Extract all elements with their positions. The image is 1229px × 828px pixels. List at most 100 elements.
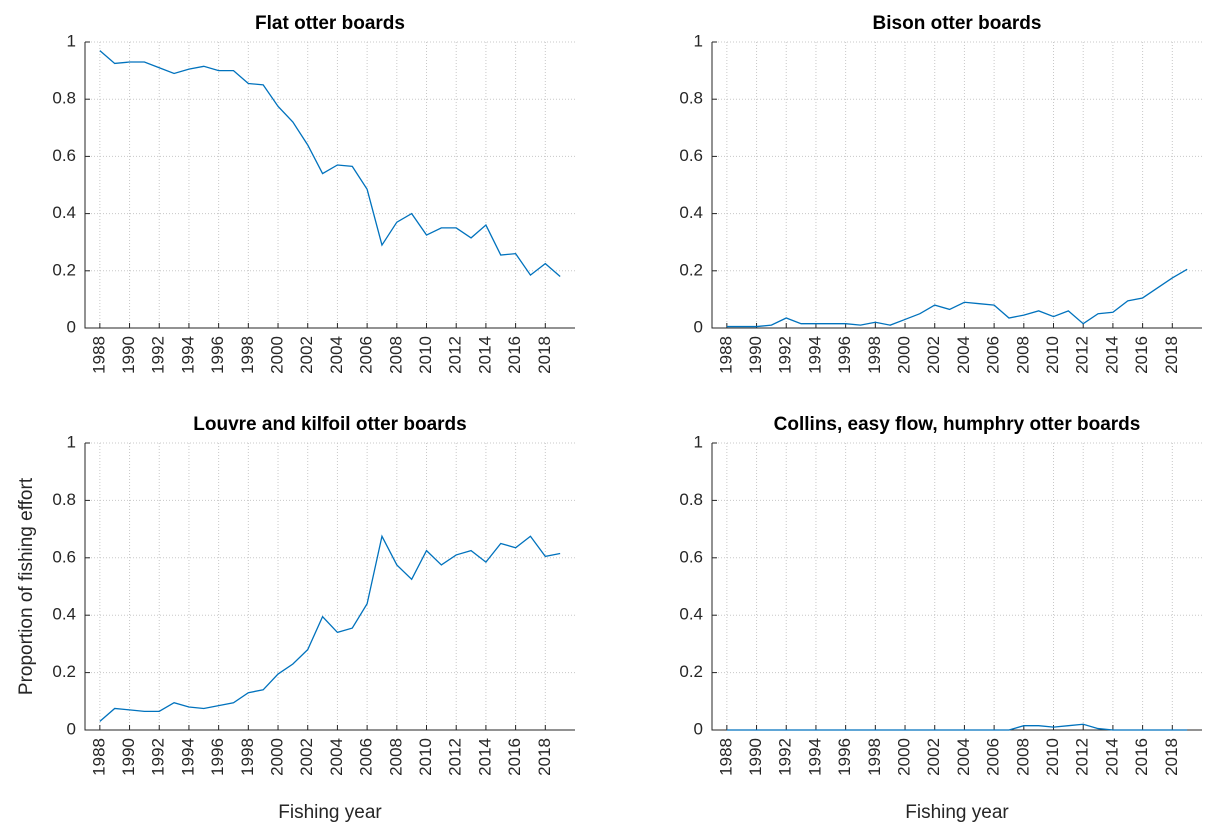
plot-area (85, 443, 575, 730)
plot-area (712, 42, 1202, 328)
y-axis-label: Proportion of fishing effort (16, 477, 37, 695)
x-tick-label: 2002 (924, 738, 943, 776)
x-tick-label: 2000 (895, 738, 914, 776)
x-tick-label: 2006 (357, 738, 376, 776)
axes (84, 42, 575, 329)
y-tick-label: 1 (67, 31, 76, 50)
x-tick-label: 1994 (805, 336, 824, 374)
x-tick-label: 2014 (475, 738, 494, 776)
y-tick-label: 0.8 (52, 89, 76, 108)
y-tick-label: 1 (694, 432, 703, 451)
y-tick-label: 1 (67, 432, 76, 451)
x-tick-label: 2012 (1073, 336, 1092, 374)
x-tick-label: 2004 (327, 738, 346, 776)
y-tick-label: 0.2 (52, 260, 76, 279)
chart-title: Bison otter boards (873, 13, 1042, 34)
x-tick-label: 2000 (268, 738, 287, 776)
x-tick-label: 1994 (805, 738, 824, 776)
axes (84, 443, 575, 731)
y-tick-label: 0.8 (52, 490, 76, 509)
chart-title: Flat otter boards (255, 13, 405, 34)
x-tick-label: 2016 (505, 336, 524, 374)
y-tick-label: 0.6 (52, 547, 76, 566)
x-tick-label: 2014 (1102, 336, 1121, 374)
x-tick-label: 2012 (446, 738, 465, 776)
x-tick-label: 1990 (119, 336, 138, 374)
chart-title: Collins, easy flow, humphry otter boards (774, 414, 1141, 435)
x-tick-label: 1996 (208, 336, 227, 374)
x-tick-label: 2016 (505, 738, 524, 776)
y-tick-label: 0.8 (679, 89, 703, 108)
data-line (726, 723, 1188, 731)
x-tick-label: 1992 (149, 738, 168, 776)
x-tick-label: 2012 (446, 336, 465, 374)
data-line (99, 534, 561, 722)
x-tick-label: 2010 (416, 336, 435, 374)
y-tick-label: 0.8 (679, 490, 703, 509)
axes (711, 42, 1202, 329)
x-tick-label: 2016 (1132, 336, 1151, 374)
y-tick-label: 0.4 (52, 605, 76, 624)
y-tick-label: 0.6 (679, 547, 703, 566)
x-tick-label: 2008 (1013, 336, 1032, 374)
y-tick-label: 0 (67, 719, 76, 738)
x-tick-label: 2018 (535, 336, 554, 374)
x-tick-label: 1998 (238, 738, 257, 776)
x-tick-label: 2000 (895, 336, 914, 374)
x-tick-label: 1994 (178, 336, 197, 374)
x-tick-label: 2006 (984, 738, 1003, 776)
x-tick-label: 2018 (1162, 738, 1181, 776)
y-tick-label: 0.6 (679, 146, 703, 165)
y-tick-label: 0 (67, 317, 76, 336)
x-tick-label: 1990 (119, 738, 138, 776)
x-tick-label: 1992 (149, 336, 168, 374)
y-tick-label: 0 (694, 317, 703, 336)
x-tick-label: 2002 (297, 336, 316, 374)
x-tick-label: 1988 (89, 738, 108, 776)
x-tick-label: 2004 (954, 738, 973, 776)
chart-title: Louvre and kilfoil otter boards (193, 414, 466, 435)
x-tick-label: 1992 (776, 336, 795, 374)
x-tick-label: 2014 (475, 336, 494, 374)
x-tick-label: 2004 (327, 336, 346, 374)
x-tick-label: 2016 (1132, 738, 1151, 776)
y-tick-label: 0.6 (52, 146, 76, 165)
x-tick-label: 2010 (1043, 336, 1062, 374)
y-tick-label: 0.2 (679, 662, 703, 681)
y-tick-label: 0 (694, 719, 703, 738)
x-tick-label: 2002 (924, 336, 943, 374)
x-tick-label: 2006 (984, 336, 1003, 374)
y-tick-label: 0.4 (679, 203, 703, 222)
x-tick-label: 2008 (1013, 738, 1032, 776)
x-tick-label: 2014 (1102, 738, 1121, 776)
axes (711, 443, 1202, 731)
x-tick-label: 1996 (208, 738, 227, 776)
x-tick-label: 2004 (954, 336, 973, 374)
x-tick-label: 2012 (1073, 738, 1092, 776)
plot-area (712, 443, 1202, 730)
x-tick-label: 2008 (386, 738, 405, 776)
plot-area (85, 42, 575, 328)
data-line (726, 268, 1188, 328)
x-tick-label: 2010 (1043, 738, 1062, 776)
x-axis-label: Fishing year (905, 802, 1009, 823)
x-tick-label: 1996 (835, 738, 854, 776)
x-tick-label: 1994 (178, 738, 197, 776)
x-tick-label: 1998 (865, 336, 884, 374)
y-tick-label: 0.2 (679, 260, 703, 279)
x-tick-label: 2008 (386, 336, 405, 374)
x-tick-label: 2018 (535, 738, 554, 776)
x-tick-label: 1988 (89, 336, 108, 374)
x-tick-label: 2002 (297, 738, 316, 776)
y-tick-label: 0.4 (52, 203, 76, 222)
y-tick-label: 0.2 (52, 662, 76, 681)
x-tick-label: 1988 (716, 738, 735, 776)
y-tick-label: 1 (694, 31, 703, 50)
x-tick-label: 1998 (865, 738, 884, 776)
x-tick-label: 2018 (1162, 336, 1181, 374)
x-tick-label: 1990 (746, 738, 765, 776)
x-tick-label: 2010 (416, 738, 435, 776)
x-axis-label: Fishing year (278, 802, 382, 823)
x-tick-label: 2006 (357, 336, 376, 374)
